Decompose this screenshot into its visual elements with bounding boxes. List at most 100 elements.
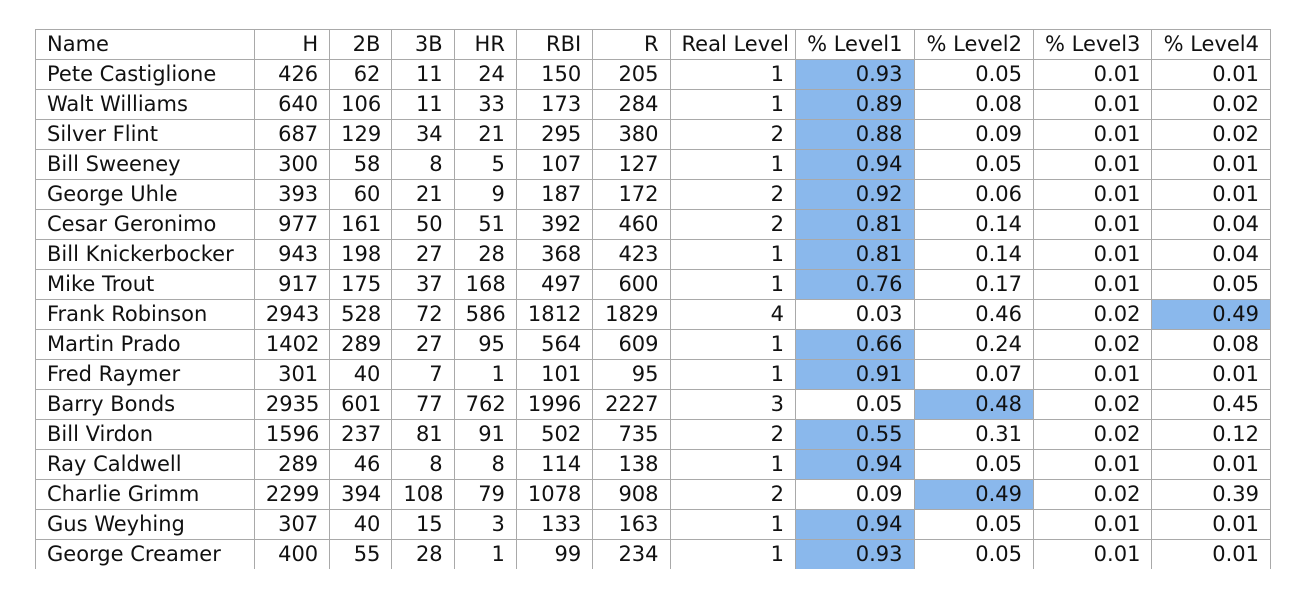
cell-hr[interactable]: 79 — [453, 479, 517, 510]
cell-pct-level3[interactable]: 0.01 — [1032, 209, 1153, 240]
cell-pct-level4[interactable]: 0.49 — [1151, 299, 1271, 330]
cell-pct-level2[interactable]: 0.48 — [913, 389, 1034, 420]
cell-real-level[interactable]: 1 — [669, 329, 797, 360]
cell-r[interactable]: 1829 — [592, 299, 671, 330]
table-row[interactable]: Barry Bonds 2935 601 77 762 1996 2227 3 0.05 0.48… — [35, 389, 1271, 420]
cell-pct-level4[interactable]: 0.04 — [1151, 209, 1271, 240]
cell-3b[interactable]: 8 — [391, 449, 455, 480]
cell-real-level[interactable]: 2 — [669, 119, 797, 150]
column-header-pct-level2[interactable]: % Level2 — [913, 29, 1034, 60]
cell-pct-level4[interactable]: 0.08 — [1151, 329, 1271, 360]
cell-pct-level2[interactable]: 0.06 — [913, 179, 1034, 210]
cell-3b[interactable]: 34 — [391, 119, 455, 150]
cell-name[interactable]: Charlie Grimm — [35, 479, 255, 510]
cell-hr[interactable]: 95 — [453, 329, 517, 360]
cell-2b[interactable]: 129 — [329, 119, 393, 150]
cell-pct-level4[interactable]: 0.02 — [1151, 89, 1271, 120]
cell-r[interactable]: 95 — [592, 359, 671, 390]
cell-pct-level2[interactable]: 0.17 — [913, 269, 1034, 300]
cell-pct-level2[interactable]: 0.49 — [913, 479, 1034, 510]
cell-name[interactable]: Bill Virdon — [35, 419, 255, 450]
table-row[interactable]: Martin Prado 1402 289 27 95 564 609 1 0.66 0.24 0.… — [35, 329, 1271, 360]
cell-h[interactable]: 2299 — [253, 479, 331, 510]
cell-rbi[interactable]: 497 — [515, 269, 594, 300]
cell-pct-level2[interactable]: 0.09 — [913, 119, 1034, 150]
cell-real-level[interactable]: 4 — [669, 299, 797, 330]
cell-r[interactable]: 600 — [592, 269, 671, 300]
cell-h[interactable]: 300 — [253, 149, 331, 180]
cell-pct-level1[interactable]: 0.05 — [795, 389, 915, 420]
cell-pct-level2[interactable]: 0.05 — [913, 509, 1034, 540]
column-header-h[interactable]: H — [253, 29, 331, 60]
cell-2b[interactable]: 528 — [329, 299, 393, 330]
cell-pct-level1[interactable]: 0.93 — [795, 539, 915, 569]
cell-3b[interactable]: 81 — [391, 419, 455, 450]
cell-name[interactable]: Cesar Geronimo — [35, 209, 255, 240]
table-row[interactable]: Fred Raymer 301 40 7 1 101 95 1 0.91 0.07 0.01 0.01 — [35, 359, 1271, 390]
cell-h[interactable]: 400 — [253, 539, 331, 569]
cell-3b[interactable]: 27 — [391, 329, 455, 360]
cell-3b[interactable]: 15 — [391, 509, 455, 540]
cell-2b[interactable]: 40 — [329, 359, 393, 390]
cell-real-level[interactable]: 3 — [669, 389, 797, 420]
cell-pct-level3[interactable]: 0.02 — [1032, 389, 1153, 420]
cell-rbi[interactable]: 150 — [515, 59, 594, 90]
cell-rbi[interactable]: 1996 — [515, 389, 594, 420]
cell-rbi[interactable]: 564 — [515, 329, 594, 360]
table-row[interactable]: Gus Weyhing 307 40 15 3 133 163 1 0.94 0.05 0.01 0.… — [35, 509, 1271, 540]
cell-real-level[interactable]: 1 — [669, 89, 797, 120]
cell-2b[interactable]: 289 — [329, 329, 393, 360]
cell-r[interactable]: 172 — [592, 179, 671, 210]
cell-h[interactable]: 977 — [253, 209, 331, 240]
table-row[interactable]: Ray Caldwell 289 46 8 8 114 138 1 0.94 0.05 0.01 0.… — [35, 449, 1271, 480]
cell-pct-level1[interactable]: 0.94 — [795, 509, 915, 540]
cell-pct-level3[interactable]: 0.01 — [1032, 239, 1153, 270]
cell-3b[interactable]: 27 — [391, 239, 455, 270]
cell-2b[interactable]: 161 — [329, 209, 393, 240]
cell-pct-level4[interactable]: 0.12 — [1151, 419, 1271, 450]
cell-3b[interactable]: 11 — [391, 89, 455, 120]
cell-pct-level3[interactable]: 0.01 — [1032, 149, 1153, 180]
cell-name[interactable]: Bill Knickerbocker — [35, 239, 255, 270]
cell-real-level[interactable]: 1 — [669, 149, 797, 180]
table-row[interactable]: Frank Robinson 2943 528 72 586 1812 1829 4 0.03 0… — [35, 299, 1271, 330]
cell-r[interactable]: 138 — [592, 449, 671, 480]
cell-2b[interactable]: 198 — [329, 239, 393, 270]
cell-hr[interactable]: 28 — [453, 239, 517, 270]
cell-pct-level3[interactable]: 0.01 — [1032, 119, 1153, 150]
cell-pct-level3[interactable]: 0.02 — [1032, 419, 1153, 450]
cell-pct-level4[interactable]: 0.01 — [1151, 59, 1271, 90]
cell-name[interactable]: Walt Williams — [35, 89, 255, 120]
table-row[interactable]: Bill Virdon 1596 237 81 91 502 735 2 0.55 0.31 0.0… — [35, 419, 1271, 450]
table-row[interactable]: Silver Flint 687 129 34 21 295 380 2 0.88 0.09 0.0… — [35, 119, 1271, 150]
column-header-name[interactable]: Name — [35, 29, 255, 60]
cell-hr[interactable]: 8 — [453, 449, 517, 480]
cell-pct-level2[interactable]: 0.07 — [913, 359, 1034, 390]
cell-2b[interactable]: 46 — [329, 449, 393, 480]
cell-name[interactable]: Frank Robinson — [35, 299, 255, 330]
cell-pct-level3[interactable]: 0.01 — [1032, 539, 1153, 569]
table-row[interactable]: Mike Trout 917 175 37 168 497 600 1 0.76 0.17 0.01… — [35, 269, 1271, 300]
cell-pct-level1[interactable]: 0.94 — [795, 149, 915, 180]
cell-pct-level2[interactable]: 0.24 — [913, 329, 1034, 360]
cell-r[interactable]: 423 — [592, 239, 671, 270]
column-header-hr[interactable]: HR — [453, 29, 517, 60]
table-row[interactable]: Cesar Geronimo 977 161 50 51 392 460 2 0.81 0.14 0… — [35, 209, 1271, 240]
cell-name[interactable]: Silver Flint — [35, 119, 255, 150]
cell-rbi[interactable]: 368 — [515, 239, 594, 270]
column-header-pct-level4[interactable]: % Level4 — [1151, 29, 1271, 60]
cell-pct-level1[interactable]: 0.91 — [795, 359, 915, 390]
cell-pct-level4[interactable]: 0.04 — [1151, 239, 1271, 270]
cell-name[interactable]: Pete Castiglione — [35, 59, 255, 90]
cell-rbi[interactable]: 392 — [515, 209, 594, 240]
cell-pct-level4[interactable]: 0.45 — [1151, 389, 1271, 420]
column-header-3b[interactable]: 3B — [391, 29, 455, 60]
cell-rbi[interactable]: 133 — [515, 509, 594, 540]
cell-h[interactable]: 2943 — [253, 299, 331, 330]
cell-pct-level2[interactable]: 0.08 — [913, 89, 1034, 120]
cell-h[interactable]: 426 — [253, 59, 331, 90]
cell-2b[interactable]: 40 — [329, 509, 393, 540]
cell-rbi[interactable]: 107 — [515, 149, 594, 180]
cell-pct-level4[interactable]: 0.01 — [1151, 509, 1271, 540]
cell-pct-level2[interactable]: 0.05 — [913, 149, 1034, 180]
